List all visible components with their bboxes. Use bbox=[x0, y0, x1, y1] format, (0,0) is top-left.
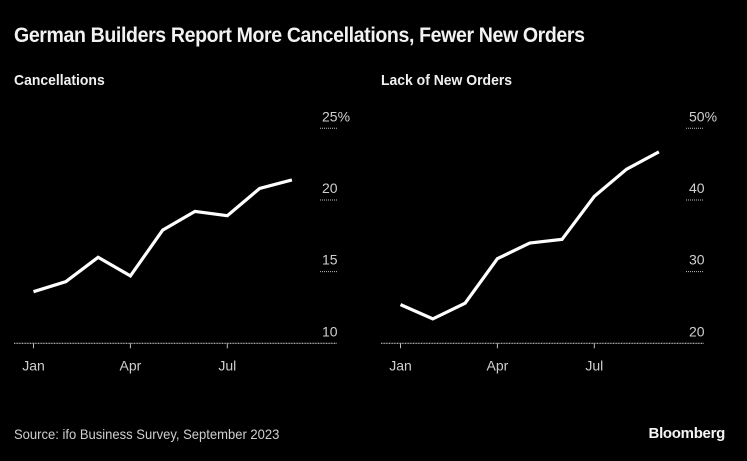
x-tick-label: Jul bbox=[585, 357, 603, 373]
x-tick-label: Jul bbox=[218, 357, 236, 373]
y-tick-label: 20 bbox=[322, 180, 338, 196]
left-chart-subtitle: Cancellations bbox=[14, 72, 105, 89]
source-note: Source: ifo Business Survey, September 2… bbox=[14, 426, 280, 442]
bloomberg-logo: Bloomberg bbox=[648, 425, 726, 442]
y-tick-label: 20 bbox=[689, 323, 705, 339]
chart-title: German Builders Report More Cancellation… bbox=[14, 24, 585, 47]
series-line bbox=[33, 178, 293, 294]
y-tick-label: 40 bbox=[689, 180, 705, 196]
y-tick-label: 50% bbox=[689, 108, 717, 124]
series-line bbox=[399, 150, 660, 321]
x-tick-label: Jan bbox=[22, 357, 45, 373]
x-tick-label: Jan bbox=[389, 357, 412, 373]
y-tick-label: 10 bbox=[322, 323, 338, 339]
right-chart-subtitle: Lack of New Orders bbox=[381, 72, 513, 89]
y-tick-label: 15 bbox=[322, 252, 338, 268]
y-tick-label: 30 bbox=[689, 252, 705, 268]
y-tick-label: 25% bbox=[322, 108, 350, 124]
lack-of-new-orders-chart: 20 30 40 50% Jan Apr Jul bbox=[381, 108, 717, 373]
x-tick-label: Apr bbox=[120, 357, 142, 373]
cancellations-chart: 10 15 20 25% Jan Apr Jul bbox=[14, 108, 350, 373]
x-tick-label: Apr bbox=[487, 357, 509, 373]
